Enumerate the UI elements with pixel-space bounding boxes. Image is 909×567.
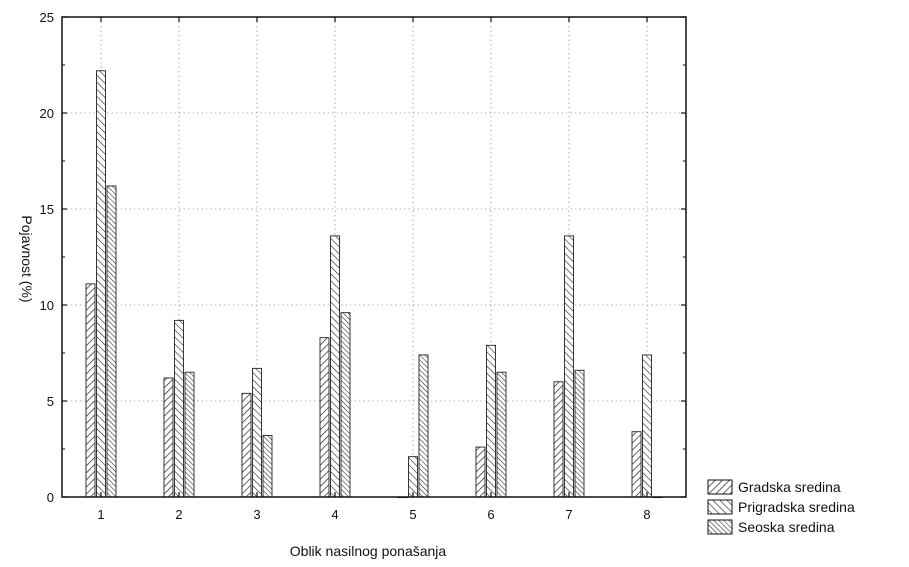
legend: Gradska sredina Prigradska sredina Seoska … [707, 479, 855, 535]
bar-2-7 [564, 235, 574, 498]
bar-1-4 [319, 337, 330, 498]
bar-2-5 [408, 456, 418, 498]
bar-3-2 [184, 371, 195, 498]
bar-2-3 [252, 367, 262, 498]
bar-2-8 [642, 354, 652, 498]
bar-1-1 [85, 283, 96, 498]
bar-1-3 [241, 392, 252, 498]
bar-1-8 [631, 431, 642, 498]
bar-2-1 [96, 70, 106, 498]
y-axis-title: Pojavnost (%) [19, 215, 35, 302]
y-axis: 0 5 10 15 20 25 [40, 10, 686, 505]
y-tick-label: 5 [47, 394, 54, 409]
bar-3-7 [574, 369, 585, 498]
x-tick-label: 1 [97, 507, 104, 522]
x-tick-label: 8 [643, 507, 650, 522]
bar-1-7 [553, 381, 564, 498]
bar-1-6 [475, 446, 486, 498]
legend-label-3: Seoska sredina [738, 519, 835, 535]
legend-label-1: Gradska sredina [738, 479, 841, 495]
y-tick-label: 25 [40, 10, 54, 25]
legend-label-2: Prigradska sredina [738, 499, 855, 515]
y-tick-label: 15 [40, 202, 54, 217]
y-tick-label: 10 [40, 298, 54, 313]
x-tick-label: 2 [175, 507, 182, 522]
x-axis: 1 2 3 4 5 6 7 8 [97, 17, 651, 522]
plot-frame [61, 16, 687, 498]
x-tick-label: 7 [565, 507, 572, 522]
bars-group [85, 70, 663, 499]
bar-3-3 [262, 435, 273, 498]
y-tick-label: 0 [47, 490, 54, 505]
grid-lines [62, 17, 686, 497]
legend-swatch-3 [707, 519, 733, 535]
bar-3-5 [418, 354, 429, 498]
x-tick-label: 3 [253, 507, 260, 522]
x-axis-title: Oblik nasilnog ponašanja [290, 543, 447, 559]
bar-2-6 [486, 344, 496, 498]
legend-swatch-2 [707, 499, 733, 515]
x-tick-label: 4 [331, 507, 338, 522]
bar-3-4 [340, 312, 351, 498]
bar-3-1 [106, 185, 117, 498]
bar-1-2 [163, 377, 174, 498]
bar-2-2 [174, 319, 184, 498]
y-tick-label: 20 [40, 106, 54, 121]
x-tick-label: 6 [487, 507, 494, 522]
bar-3-6 [496, 371, 507, 498]
bar-2-4 [330, 235, 340, 498]
x-tick-label: 5 [409, 507, 416, 522]
legend-swatch-1 [707, 479, 733, 495]
